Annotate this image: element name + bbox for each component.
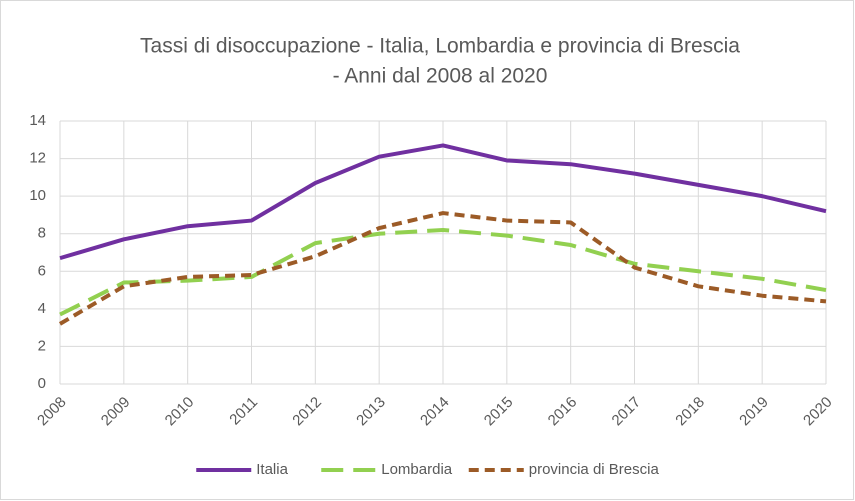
y-tick-label: 2	[38, 337, 46, 354]
y-tick-label: 4	[38, 300, 46, 317]
y-tick-label: 14	[29, 112, 46, 129]
legend-label: Lombardia	[381, 461, 453, 478]
legend-label: Italia	[256, 461, 288, 478]
y-tick-label: 0	[38, 375, 46, 392]
legend-label: provincia di Brescia	[529, 461, 660, 478]
y-tick-label: 12	[29, 150, 46, 167]
series-line	[59, 143, 827, 261]
chart-title: Tassi di disoccupazione - Italia, Lombar…	[140, 35, 740, 58]
chart-title: - Anni dal 2008 al 2020	[333, 65, 548, 88]
series-line	[58, 211, 827, 326]
series-line	[59, 227, 827, 317]
y-tick-label: 10	[29, 187, 46, 204]
y-tick-label: 6	[38, 262, 46, 279]
y-tick-label: 8	[38, 225, 46, 242]
